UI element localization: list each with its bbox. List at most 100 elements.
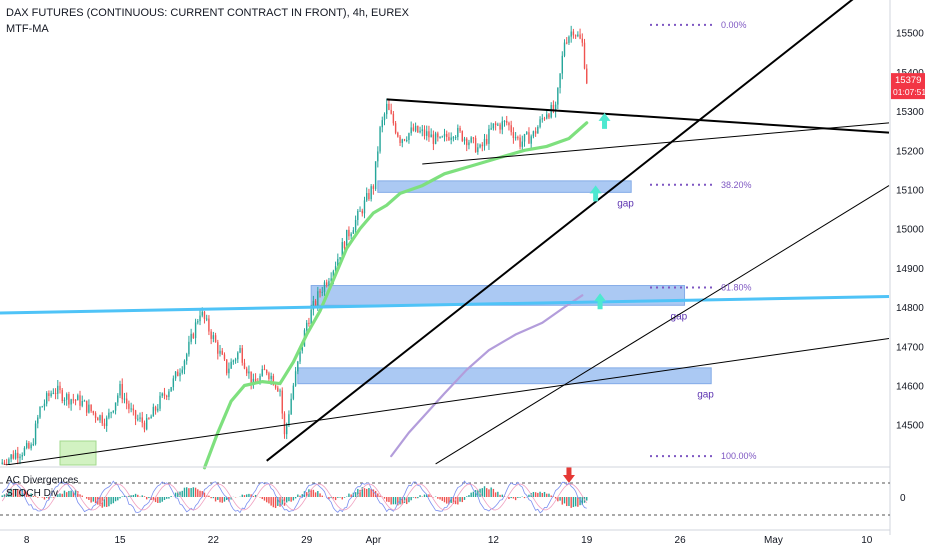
candle-body (337, 258, 339, 267)
fib-levels: 0.00% 38.20% 61.80% 100.00% (650, 20, 757, 461)
time-tick-label: 15 (114, 535, 126, 546)
candle-body (19, 456, 21, 459)
osc-bar (448, 497, 450, 505)
candle-body (519, 137, 521, 147)
candle-body (583, 42, 586, 69)
candle-body (190, 333, 192, 342)
candle-body (430, 134, 432, 138)
candle-body (28, 443, 30, 449)
time-tick-label: 8 (24, 535, 30, 546)
candle-body (363, 200, 366, 214)
candle-body (54, 392, 57, 394)
osc-bar (43, 497, 46, 500)
candle-body (423, 129, 426, 136)
candle-body (401, 139, 403, 143)
candle-body (139, 417, 141, 419)
osc-bar (301, 494, 303, 497)
candle-body (383, 114, 386, 121)
osc-bar (494, 492, 497, 497)
candle-body (361, 210, 363, 214)
osc-bar (63, 490, 66, 497)
trendline-horizontal-support (0, 295, 890, 315)
candle-body (239, 348, 241, 353)
osc-bar (470, 492, 472, 497)
signal-arrows (562, 112, 611, 483)
candle-body (434, 133, 437, 144)
osc-bar (252, 496, 255, 497)
osc-bar (208, 495, 210, 497)
candle-body (381, 120, 383, 128)
candle-body (586, 68, 588, 84)
candle-body (328, 281, 330, 286)
osc-bar (388, 497, 390, 503)
osc-bar (143, 496, 146, 497)
candle-body (281, 390, 283, 414)
osc-bar (379, 495, 381, 497)
osc-bar (497, 491, 499, 497)
trendlines[interactable] (0, 0, 890, 466)
candle-body (130, 408, 132, 410)
osc-bar (150, 497, 152, 500)
candle-body (174, 371, 177, 379)
candle-body (343, 242, 346, 249)
osc-bar (426, 494, 428, 497)
candle-body (132, 408, 135, 411)
candle-body (59, 385, 61, 391)
candle-body (541, 118, 543, 120)
osc-bar (128, 495, 130, 497)
osc-bar (105, 497, 108, 507)
candle-body (199, 315, 201, 322)
osc-bar (392, 497, 395, 505)
osc-bar (546, 493, 548, 497)
osc-bar (103, 497, 106, 507)
candle-body (30, 444, 32, 449)
price-axis[interactable]: 14500 14600 14700 14800 14900 15000 15100 15200… (889, 0, 926, 535)
osc-bar (519, 497, 521, 498)
osc-bar (572, 497, 575, 508)
chart-title: DAX FUTURES (CONTINUOUS: CURRENT CONTRAC… (6, 7, 409, 19)
gap-label: gap (617, 198, 634, 209)
candle-body (181, 369, 183, 373)
candle-body (112, 410, 115, 413)
candle-body (283, 413, 286, 435)
osc-bar (574, 497, 577, 507)
candle-body (528, 132, 530, 144)
candle-body (419, 130, 421, 133)
osc-bar (481, 488, 483, 497)
indicator-label: MTF-MA (6, 23, 49, 35)
osc-bar (461, 497, 463, 503)
candle-body (526, 132, 528, 135)
osc-bar (570, 497, 572, 508)
osc-bar (281, 497, 283, 505)
candle-body (1, 462, 3, 464)
candle-body (23, 447, 26, 455)
osc-bar (52, 497, 55, 498)
time-tick-label: Apr (366, 535, 382, 546)
osc-bar (343, 497, 346, 498)
candle-body (388, 103, 390, 110)
osc-bar (508, 497, 510, 500)
candle-body (399, 136, 401, 143)
osc-bar (112, 497, 115, 504)
osc-bar (152, 497, 155, 501)
candle-body (477, 147, 479, 153)
candle-body (421, 129, 423, 131)
candle-body (137, 418, 139, 420)
time-tick-label: 10 (861, 535, 873, 546)
osc-bar (259, 497, 261, 498)
candle-body (548, 114, 550, 118)
osc-bar (197, 489, 199, 497)
up-arrow (594, 293, 607, 310)
candle-body (268, 373, 270, 380)
candle-body (52, 392, 55, 394)
candle-body (379, 127, 381, 152)
candle-body (523, 134, 526, 142)
candle-body (314, 300, 317, 306)
osc-bar (306, 492, 308, 497)
osc-bar (132, 494, 135, 497)
time-axis[interactable]: 8 15 22 29 Apr 12 19 26 May 10 (0, 529, 890, 546)
osc-bar (534, 492, 537, 497)
candle-body (79, 395, 81, 406)
osc-bar (412, 497, 415, 498)
